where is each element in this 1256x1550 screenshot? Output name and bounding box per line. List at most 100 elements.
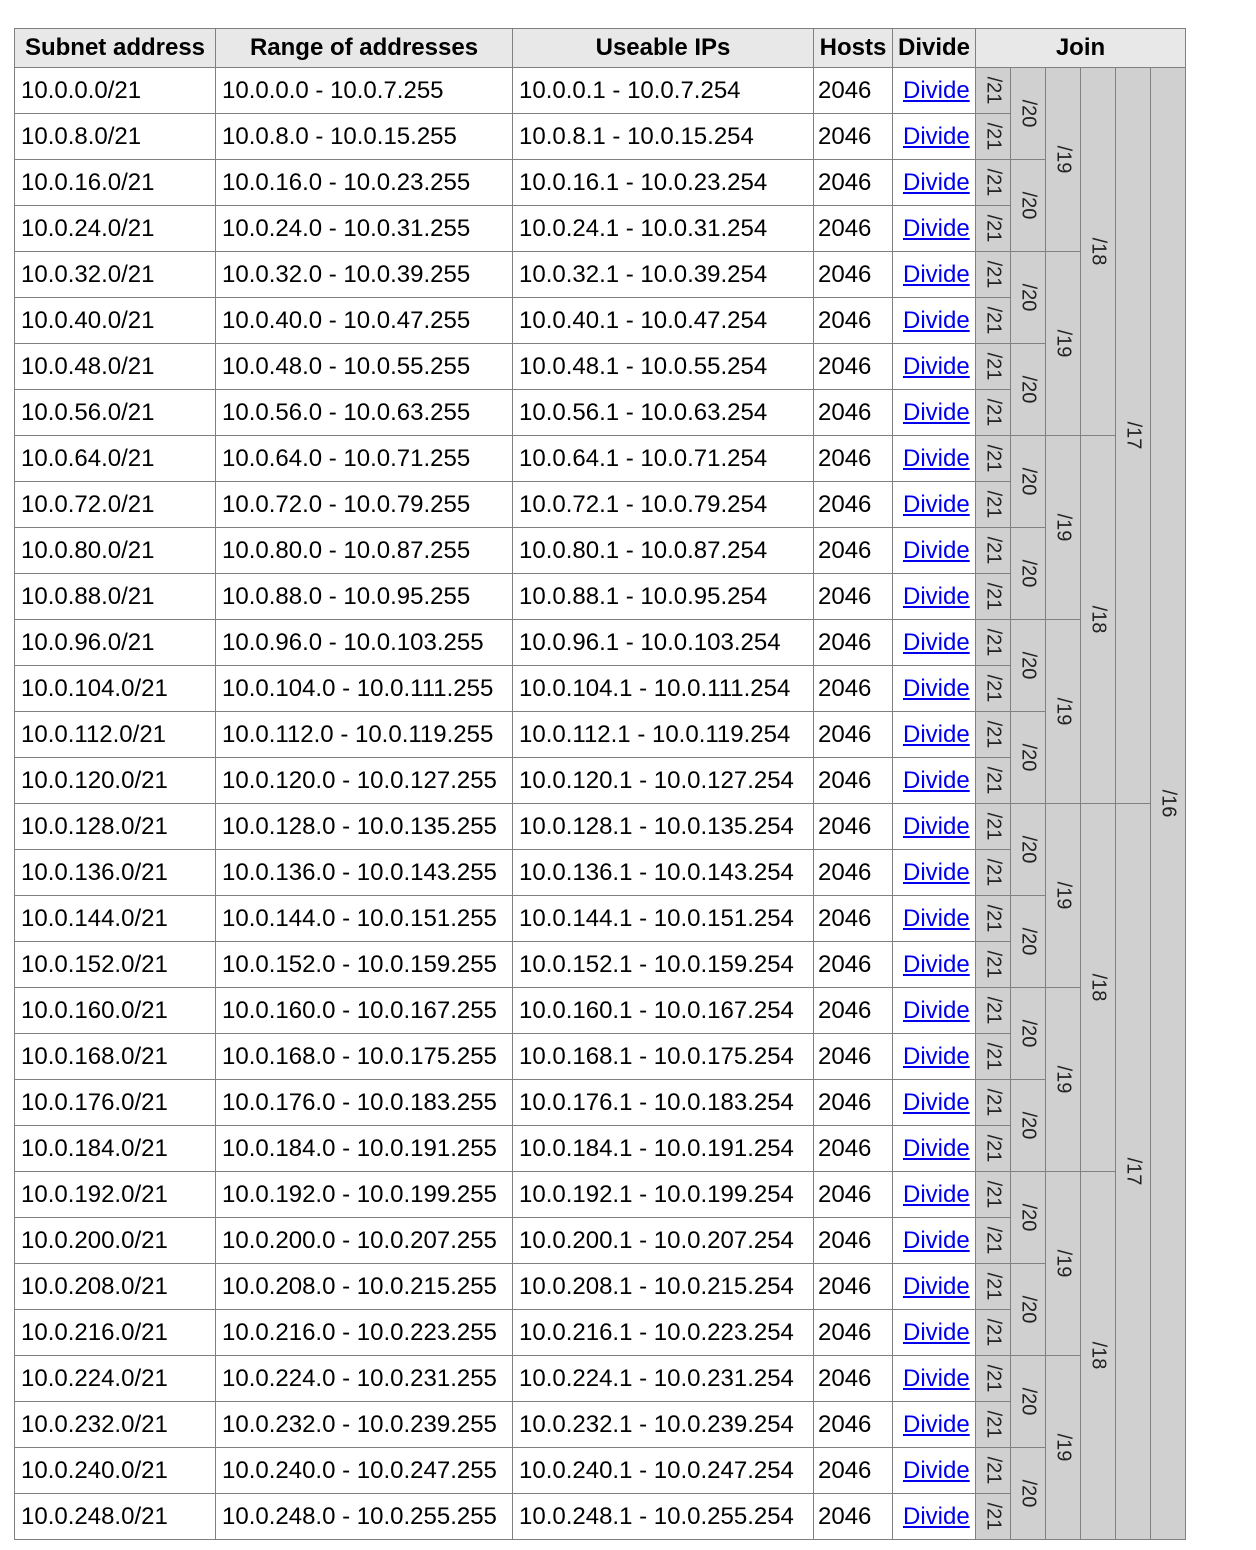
join-20-cell[interactable]: /20	[1010, 895, 1046, 988]
divide-link[interactable]: Divide	[903, 490, 970, 518]
divide-link[interactable]: Divide	[903, 950, 970, 978]
divide-link[interactable]: Divide	[903, 628, 970, 656]
join-21-cell[interactable]: /21	[975, 67, 1011, 114]
join-18-cell[interactable]: /18	[1080, 1171, 1116, 1540]
divide-link[interactable]: Divide	[903, 1088, 970, 1116]
join-21-cell[interactable]: /21	[975, 1493, 1011, 1540]
join-21-cell[interactable]: /21	[975, 757, 1011, 804]
join-20-cell[interactable]: /20	[1010, 1355, 1046, 1448]
useable-ips-cell: 10.0.136.1 - 10.0.143.254	[512, 849, 814, 896]
join-17-cell[interactable]: /17	[1115, 803, 1151, 1540]
divide-link[interactable]: Divide	[903, 398, 970, 426]
join-21-cell[interactable]: /21	[975, 1217, 1011, 1264]
join-21-cell[interactable]: /21	[975, 251, 1011, 298]
join-20-cell[interactable]: /20	[1010, 67, 1046, 160]
join-21-cell[interactable]: /21	[975, 895, 1011, 942]
divide-link[interactable]: Divide	[903, 858, 970, 886]
join-21-cell[interactable]: /21	[975, 711, 1011, 758]
join-19-cell[interactable]: /19	[1045, 435, 1081, 620]
divide-link[interactable]: Divide	[903, 1318, 970, 1346]
join-21-cell[interactable]: /21	[975, 1125, 1011, 1172]
divide-link[interactable]: Divide	[903, 260, 970, 288]
join-20-cell[interactable]: /20	[1010, 1263, 1046, 1356]
divide-link[interactable]: Divide	[903, 444, 970, 472]
join-21-cell[interactable]: /21	[975, 159, 1011, 206]
join-21-cell[interactable]: /21	[975, 1263, 1011, 1310]
divide-link[interactable]: Divide	[903, 214, 970, 242]
divide-link[interactable]: Divide	[903, 996, 970, 1024]
join-16-cell[interactable]: /16	[1150, 67, 1186, 1540]
join-19-cell[interactable]: /19	[1045, 1171, 1081, 1356]
divide-link[interactable]: Divide	[903, 1502, 970, 1530]
join-21-cell[interactable]: /21	[975, 1171, 1011, 1218]
join-21-cell[interactable]: /21	[975, 113, 1011, 160]
join-19-cell[interactable]: /19	[1045, 987, 1081, 1172]
divide-link[interactable]: Divide	[903, 1410, 970, 1438]
join-20-cell[interactable]: /20	[1010, 343, 1046, 436]
join-20-cell[interactable]: /20	[1010, 619, 1046, 712]
join-21-cell[interactable]: /21	[975, 665, 1011, 712]
join-21-cell[interactable]: /21	[975, 389, 1011, 436]
divide-link[interactable]: Divide	[903, 1134, 970, 1162]
divide-link[interactable]: Divide	[903, 1180, 970, 1208]
divide-link[interactable]: Divide	[903, 582, 970, 610]
join-18-cell[interactable]: /18	[1080, 803, 1116, 1172]
divide-link[interactable]: Divide	[903, 1272, 970, 1300]
divide-link[interactable]: Divide	[903, 904, 970, 932]
join-21-cell[interactable]: /21	[975, 205, 1011, 252]
join-17-cell[interactable]: /17	[1115, 67, 1151, 804]
divide-link[interactable]: Divide	[903, 812, 970, 840]
join-19-cell[interactable]: /19	[1045, 803, 1081, 988]
join-20-cell[interactable]: /20	[1010, 711, 1046, 804]
join-21-cell[interactable]: /21	[975, 1033, 1011, 1080]
divide-link[interactable]: Divide	[903, 1456, 970, 1484]
join-21-cell[interactable]: /21	[975, 619, 1011, 666]
join-20-cell[interactable]: /20	[1010, 159, 1046, 252]
join-19-cell[interactable]: /19	[1045, 67, 1081, 252]
divide-link[interactable]: Divide	[903, 306, 970, 334]
divide-link[interactable]: Divide	[903, 1042, 970, 1070]
join-19-cell[interactable]: /19	[1045, 619, 1081, 804]
join-21-cell[interactable]: /21	[975, 803, 1011, 850]
join-20-cell[interactable]: /20	[1010, 1447, 1046, 1540]
join-21-cell[interactable]: /21	[975, 297, 1011, 344]
join-21-cell[interactable]: /21	[975, 1401, 1011, 1448]
join-21-cell[interactable]: /21	[975, 987, 1011, 1034]
divide-link[interactable]: Divide	[903, 168, 970, 196]
join-label: /21	[982, 766, 1005, 795]
divide-link[interactable]: Divide	[903, 720, 970, 748]
useable-ips-cell: 10.0.144.1 - 10.0.151.254	[512, 895, 814, 942]
join-21-cell[interactable]: /21	[975, 1355, 1011, 1402]
join-21-cell[interactable]: /21	[975, 1309, 1011, 1356]
join-label: /19	[1052, 513, 1075, 542]
join-21-cell[interactable]: /21	[975, 1079, 1011, 1126]
join-21-cell[interactable]: /21	[975, 435, 1011, 482]
join-20-cell[interactable]: /20	[1010, 435, 1046, 528]
divide-link[interactable]: Divide	[903, 674, 970, 702]
join-20-cell[interactable]: /20	[1010, 987, 1046, 1080]
join-18-cell[interactable]: /18	[1080, 67, 1116, 436]
join-21-cell[interactable]: /21	[975, 573, 1011, 620]
join-20-cell[interactable]: /20	[1010, 527, 1046, 620]
divide-link[interactable]: Divide	[903, 122, 970, 150]
join-20-cell[interactable]: /20	[1010, 1171, 1046, 1264]
join-21-cell[interactable]: /21	[975, 481, 1011, 528]
join-19-cell[interactable]: /19	[1045, 1355, 1081, 1540]
useable-ips-cell: 10.0.184.1 - 10.0.191.254	[512, 1125, 814, 1172]
join-18-cell[interactable]: /18	[1080, 435, 1116, 804]
divide-link[interactable]: Divide	[903, 1226, 970, 1254]
join-21-cell[interactable]: /21	[975, 849, 1011, 896]
join-21-cell[interactable]: /21	[975, 1447, 1011, 1494]
join-20-cell[interactable]: /20	[1010, 251, 1046, 344]
divide-link[interactable]: Divide	[903, 536, 970, 564]
join-21-cell[interactable]: /21	[975, 343, 1011, 390]
join-20-cell[interactable]: /20	[1010, 1079, 1046, 1172]
join-19-cell[interactable]: /19	[1045, 251, 1081, 436]
join-21-cell[interactable]: /21	[975, 941, 1011, 988]
divide-link[interactable]: Divide	[903, 1364, 970, 1392]
join-21-cell[interactable]: /21	[975, 527, 1011, 574]
join-20-cell[interactable]: /20	[1010, 803, 1046, 896]
divide-link[interactable]: Divide	[903, 352, 970, 380]
divide-link[interactable]: Divide	[903, 766, 970, 794]
divide-link[interactable]: Divide	[903, 76, 970, 104]
